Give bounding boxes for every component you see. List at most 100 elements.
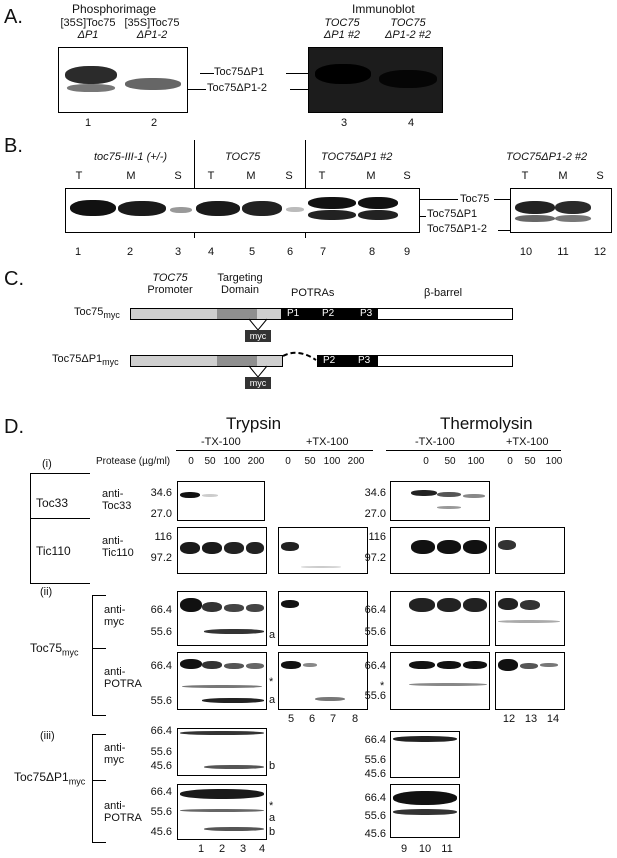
fraction-T: T xyxy=(318,170,326,182)
phosphor-blot xyxy=(58,47,188,113)
band-pointer xyxy=(498,230,510,231)
mw-marker: 66.4 xyxy=(364,660,386,672)
trypsin-underline xyxy=(176,450,373,451)
lane-num: 10 xyxy=(519,246,533,258)
row-label-toc33: Toc33 xyxy=(36,496,69,510)
p1-label: P1 xyxy=(287,308,300,319)
construct-2-name: Toc75ΔP1 xyxy=(52,353,103,365)
antibody-name: POTRA xyxy=(104,678,142,690)
thermo-underline xyxy=(386,450,561,451)
band xyxy=(498,598,518,610)
section-bracket xyxy=(92,734,106,735)
band xyxy=(411,490,437,496)
blot-potra-trypsin-plus xyxy=(278,652,368,710)
antibody-name: Tic110 xyxy=(102,547,134,559)
fractionation-blot-main xyxy=(65,188,420,233)
band xyxy=(555,215,591,222)
band-label-toc75: Toc75 xyxy=(460,193,490,205)
antibody-myc: anti-myc xyxy=(104,742,125,766)
band xyxy=(246,663,264,669)
construct-1-bar xyxy=(130,308,513,320)
potras-label: POTRAs xyxy=(291,287,335,299)
antibody-name: POTRA xyxy=(104,812,142,824)
conc: 200 xyxy=(247,456,265,467)
band xyxy=(437,661,461,669)
band xyxy=(180,789,264,799)
lane-num: 6 xyxy=(308,713,316,725)
band xyxy=(301,566,341,568)
band xyxy=(242,201,282,216)
p2-label: P2 xyxy=(323,355,336,366)
mark-star: * xyxy=(269,800,274,812)
mark-a: a xyxy=(269,812,276,824)
blot-myc-trypsin-plus xyxy=(278,591,368,646)
fraction-T: T xyxy=(75,170,83,182)
myc-tag-label-1: myc xyxy=(249,331,267,341)
targeting-label-l2: Domain xyxy=(221,284,259,296)
blot-myc-trypsin-minus xyxy=(177,591,267,646)
row-label-tic110: Tic110 xyxy=(36,544,71,558)
mw-marker: 27.0 xyxy=(150,508,172,520)
conc: 50 xyxy=(524,456,536,467)
band xyxy=(437,492,461,497)
band-label-toc75dp12: Toc75ΔP1-2 xyxy=(427,223,487,235)
band xyxy=(379,70,437,88)
construct-2-label: Toc75ΔP1myc xyxy=(52,353,119,367)
band xyxy=(180,492,200,498)
mark-a: a xyxy=(269,629,276,641)
phosphor-title: Phosphorimage xyxy=(72,2,157,16)
band xyxy=(180,542,200,554)
mw-marker: 97.2 xyxy=(150,552,172,564)
mw-marker: 55.6 xyxy=(150,695,172,707)
mw-marker: 66.4 xyxy=(150,604,172,616)
section-bracket xyxy=(92,648,106,649)
row-label-toc75myc-name: Toc75 xyxy=(30,641,63,655)
fraction-S: S xyxy=(596,170,604,182)
fraction-M: M xyxy=(558,170,568,182)
band xyxy=(515,201,555,214)
mark-b: b xyxy=(269,760,276,772)
lane-num: 2 xyxy=(150,117,158,129)
lane-label-1-l1: [35S]Toc75 xyxy=(60,17,116,29)
anti-prefix: anti- xyxy=(104,742,126,754)
antibody-tic110: anti- Tic110 xyxy=(102,535,134,559)
potra-segment xyxy=(318,356,378,366)
section-bracket xyxy=(30,518,90,519)
lane-num: 4 xyxy=(207,246,215,258)
mw-marker: 55.6 xyxy=(364,626,386,638)
mw-marker: 97.2 xyxy=(364,552,386,564)
blot-myc-thermo-minus xyxy=(390,591,490,646)
construct-1-sub: myc xyxy=(103,310,120,321)
blot-toc33-trypsin xyxy=(177,481,265,521)
fractionation-blot-dp12 xyxy=(510,188,612,233)
mw-marker: 45.6 xyxy=(364,768,386,780)
lane-num: 3 xyxy=(239,843,247,855)
band xyxy=(393,809,457,815)
band xyxy=(498,620,560,623)
band xyxy=(358,210,398,220)
mark-a: a xyxy=(269,694,276,706)
band-pointer xyxy=(494,199,510,200)
band xyxy=(409,598,435,612)
section-bracket xyxy=(92,715,106,716)
blot-myc-thermo-plus xyxy=(495,591,565,646)
mw-marker: 45.6 xyxy=(364,828,386,840)
mw-marker: 55.6 xyxy=(150,626,172,638)
band xyxy=(308,197,356,209)
fraction-M: M xyxy=(246,170,256,182)
mw-marker: 34.6 xyxy=(150,487,172,499)
lane-num: 3 xyxy=(174,246,182,258)
band xyxy=(498,540,516,550)
band xyxy=(70,200,116,216)
band xyxy=(202,602,222,612)
mark-star: * xyxy=(269,676,274,688)
section-i: (i) xyxy=(42,458,52,470)
band xyxy=(520,663,538,669)
p3-label: P3 xyxy=(360,308,373,319)
section-bracket xyxy=(92,734,93,842)
band xyxy=(281,600,299,608)
potra-segment xyxy=(281,309,378,319)
construct-2-sub: myc xyxy=(102,357,119,368)
band xyxy=(67,84,115,92)
lane-num: 2 xyxy=(218,843,226,855)
